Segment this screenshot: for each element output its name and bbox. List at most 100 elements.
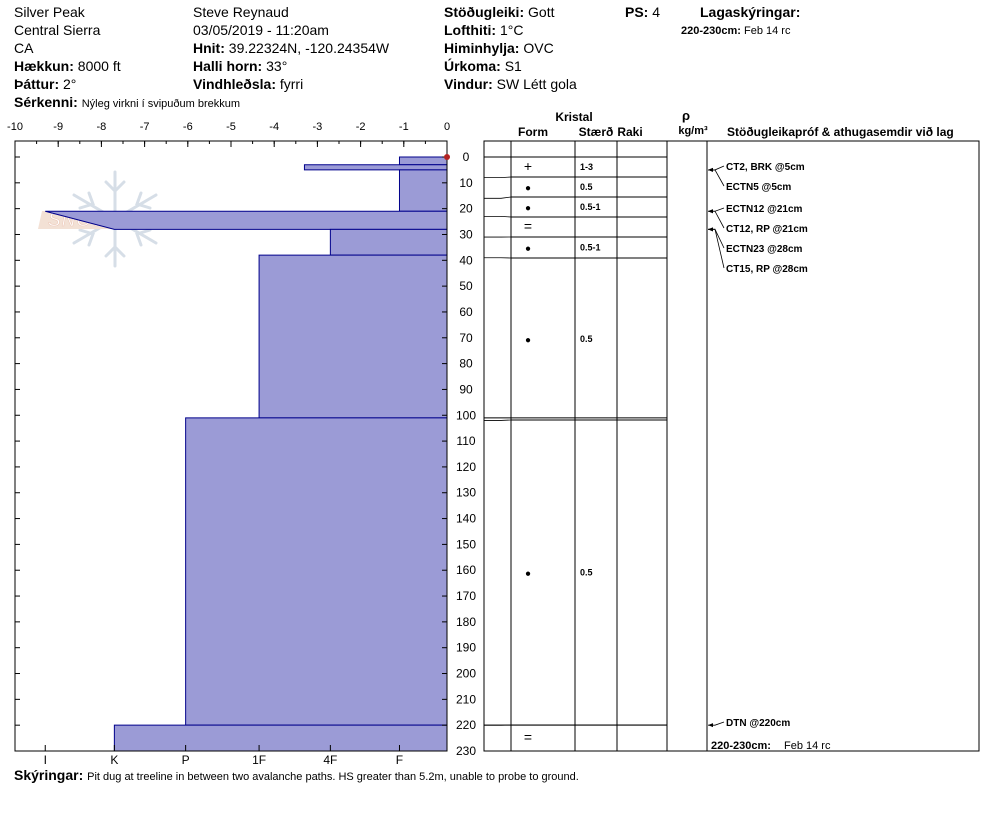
column-form: Form — [518, 125, 548, 139]
test-arrowhead — [708, 209, 713, 214]
hardness-tick-label: 4F — [323, 753, 337, 767]
test-label: ECTN23 @28cm — [726, 244, 803, 255]
coords-value: 39.22324N, -120.24354W — [228, 40, 390, 56]
column-moisture: Raki — [617, 125, 642, 139]
temp-tick-label: -3 — [313, 121, 323, 133]
depth-tick-label: 110 — [456, 434, 475, 448]
hardness-bar — [398, 169, 448, 212]
mountain-range: Central Sierra — [14, 22, 101, 38]
stability-label: Stöðugleiki: — [444, 4, 525, 20]
test-arrowhead — [708, 723, 713, 728]
layer-notes-label: Lagaskýringar: — [700, 4, 801, 20]
test-label: ECTN12 @21cm — [726, 204, 803, 215]
ps-field: PS: 4 — [625, 3, 660, 21]
layer-form: + — [524, 158, 532, 174]
depth-tick-label: 10 — [459, 176, 473, 190]
hardness-bar — [45, 210, 448, 230]
wind-loading-field: Vindhleðsla: fyrri — [193, 75, 303, 93]
wind-label: Vindur: — [444, 76, 493, 92]
depth-tick-label: 60 — [459, 305, 473, 319]
test-arrowhead — [708, 167, 713, 172]
hardness-tick-label: 1F — [252, 753, 266, 767]
layer-note-text: Feb 14 rc — [744, 25, 791, 37]
test-label: CT15, RP @28cm — [726, 264, 808, 275]
depth-tick-label: 210 — [456, 692, 476, 706]
hardness-tick-label: K — [110, 753, 118, 767]
temp-tick-label: -2 — [356, 121, 366, 133]
footer-notes-label: Skýringar: — [14, 767, 84, 783]
stability-value: Gott — [528, 4, 555, 20]
footer-notes: Skýringar: Pit dug at treeline in betwee… — [14, 766, 579, 786]
temp-tick-label: -9 — [53, 121, 63, 133]
depth-tick-label: 190 — [456, 641, 476, 655]
layer-size: 0.5-1 — [580, 243, 601, 253]
depth-tick-label: 50 — [459, 279, 473, 293]
aspect-value: 2° — [63, 76, 77, 92]
layer-form: ● — [525, 569, 531, 580]
layer-form: ● — [525, 183, 531, 194]
stability-field: Stöðugleiki: Gott — [444, 3, 554, 21]
column-tests: Stöðugleikapróf & athugasemdir við lag — [727, 125, 954, 139]
depth-tick-label: 170 — [456, 589, 476, 603]
ps-value: 4 — [652, 4, 661, 20]
layer-note-text-table: Feb 14 rc — [784, 740, 831, 752]
test-label: CT2, BRK @5cm — [726, 162, 805, 173]
sky-label: Himinhylja: — [444, 40, 520, 56]
features-value: Nýleg virkni í svipuðum brekkum — [81, 98, 241, 110]
hardness-bar — [398, 156, 448, 166]
ps-label: PS: — [625, 4, 649, 20]
layer-form: = — [524, 218, 532, 234]
hardness-bar — [303, 164, 448, 171]
layer-connector — [484, 215, 512, 218]
hardness-tick-label: F — [396, 753, 403, 767]
coords-label: Hnit: — [193, 40, 225, 56]
hardness-bar — [258, 254, 448, 419]
elevation-field: Hækkun: 8000 ft — [14, 57, 121, 75]
depth-tick-label: 0 — [463, 150, 470, 164]
temp-tick-label: -8 — [97, 121, 107, 133]
aspect-label: Þáttur: — [14, 76, 60, 92]
temp-tick-label: -4 — [269, 121, 279, 133]
depth-tick-label: 220 — [456, 718, 476, 732]
column-size: Stærð — [579, 125, 614, 139]
column-crystal: Kristal — [555, 110, 592, 124]
precip-field: Úrkoma: S1 — [444, 57, 522, 75]
depth-tick-label: 230 — [456, 744, 476, 758]
layer-form: ● — [525, 335, 531, 346]
state: CA — [14, 40, 34, 56]
test-label: ECTN5 @5cm — [726, 182, 791, 193]
depth-tick-label: 20 — [459, 202, 473, 216]
slope-field: Halli horn: 33° — [193, 57, 287, 75]
aspect-field: Þáttur: 2° — [14, 75, 76, 93]
depth-tick-label: 200 — [456, 667, 476, 681]
features-label: Sérkenni: — [14, 94, 78, 110]
elevation-label: Hækkun: — [14, 58, 74, 74]
temp-tick-label: -1 — [399, 121, 409, 133]
depth-tick-label: 80 — [459, 357, 473, 371]
temp-tick-label: 0 — [444, 121, 450, 133]
layer-size: 1-3 — [580, 162, 593, 172]
depth-tick-label: 150 — [456, 537, 476, 551]
temp-tick-label: -10 — [7, 121, 23, 133]
layer-table-frame — [483, 140, 980, 752]
depth-tick-label: 70 — [459, 331, 473, 345]
test-label: DTN @220cm — [726, 718, 790, 729]
datetime: 03/05/2019 - 11:20am — [193, 22, 329, 38]
wind-loading-value: fyrri — [279, 76, 304, 92]
test-arrowhead — [708, 227, 713, 232]
layer-size: 0.5-1 — [580, 202, 601, 212]
slope-label: Halli horn: — [193, 58, 263, 74]
sky-value: OVC — [523, 40, 554, 56]
air-temp-value: 1°C — [499, 22, 524, 38]
layer-connector — [484, 196, 512, 199]
test-leader — [708, 228, 725, 269]
test-leader — [708, 169, 725, 187]
observer: Steve Reynaud — [193, 4, 289, 20]
depth-tick-label: 140 — [456, 512, 476, 526]
hardness-bar — [113, 724, 448, 752]
coords-field: Hnit: 39.22324N, -120.24354W — [193, 39, 389, 57]
elevation-value: 8000 ft — [77, 58, 121, 74]
air-temp-label: Lofthiti: — [444, 22, 497, 38]
temp-tick-label: -6 — [183, 121, 193, 133]
depth-tick-label: 180 — [456, 615, 476, 629]
